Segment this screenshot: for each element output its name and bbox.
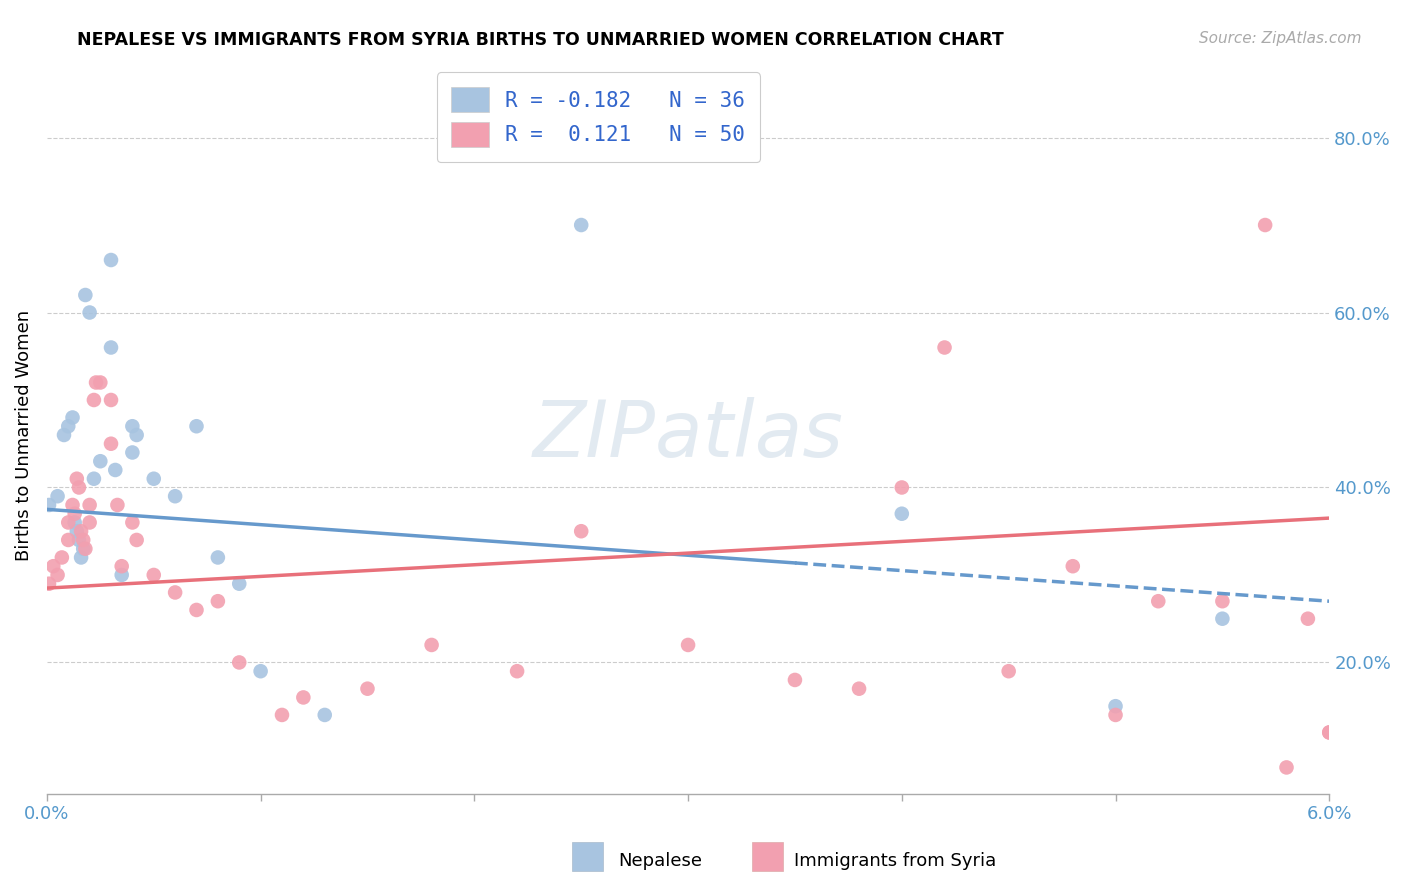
Point (142, 568, 165, 582)
Point (79, 305, 101, 319)
FancyBboxPatch shape (752, 842, 783, 871)
Point (207, 594, 229, 608)
Point (111, 559, 134, 574)
Point (569, 524, 592, 539)
Point (1211, 594, 1233, 608)
Text: Source: ZipAtlas.com: Source: ZipAtlas.com (1198, 31, 1361, 46)
Point (62, 410, 84, 425)
Point (38, 576, 60, 591)
Point (125, 428, 148, 442)
Point (314, 708, 336, 723)
Point (848, 681, 870, 696)
Point (100, 392, 122, 407)
Point (38, 498, 60, 512)
Point (890, 481, 912, 495)
Point (676, 638, 699, 652)
Point (934, 341, 956, 355)
Point (1275, 760, 1298, 774)
Point (890, 507, 912, 521)
Legend: R = -0.182   N = 36, R =  0.121   N = 50: R = -0.182 N = 36, R = 0.121 N = 50 (437, 72, 759, 161)
Point (292, 690, 315, 705)
Point (100, 436, 122, 450)
Point (83, 392, 105, 407)
Point (75, 541, 97, 556)
Point (111, 568, 134, 582)
Point (100, 341, 122, 355)
Point (271, 708, 294, 723)
Point (51, 550, 73, 565)
Point (1147, 594, 1170, 608)
Point (67, 481, 90, 495)
Text: Immigrants from Syria: Immigrants from Syria (794, 852, 997, 870)
Point (997, 664, 1019, 678)
Point (75, 288, 97, 302)
Point (1254, 218, 1277, 232)
Point (121, 516, 143, 530)
Point (79, 498, 101, 512)
Point (186, 603, 208, 617)
Point (1317, 725, 1340, 739)
Point (66, 524, 89, 539)
Point (63, 507, 86, 521)
Point (121, 445, 143, 459)
Point (89, 454, 111, 468)
Point (100, 252, 122, 267)
Text: Nepalese: Nepalese (619, 852, 703, 870)
Point (62, 498, 84, 512)
Point (1062, 559, 1084, 574)
Point (58, 419, 80, 434)
Point (1211, 612, 1233, 626)
Point (83, 472, 105, 486)
Point (420, 638, 443, 652)
Point (249, 664, 271, 678)
Point (70, 550, 93, 565)
Point (228, 656, 250, 670)
Point (125, 533, 148, 547)
Point (121, 419, 143, 434)
Point (142, 472, 165, 486)
Point (104, 463, 127, 477)
Point (207, 550, 229, 565)
Text: NEPALESE VS IMMIGRANTS FROM SYRIA BIRTHS TO UNMARRIED WOMEN CORRELATION CHART: NEPALESE VS IMMIGRANTS FROM SYRIA BIRTHS… (77, 31, 1004, 49)
Point (63, 516, 86, 530)
Point (79, 516, 101, 530)
Point (46, 489, 69, 503)
Point (89, 376, 111, 390)
FancyBboxPatch shape (572, 842, 603, 871)
Point (569, 218, 592, 232)
Point (53, 428, 76, 442)
Point (783, 673, 806, 687)
Y-axis label: Births to Unmarried Women: Births to Unmarried Women (15, 310, 32, 560)
Point (70, 524, 93, 539)
Point (72, 533, 94, 547)
Point (1296, 612, 1319, 626)
Point (107, 498, 129, 512)
Point (1104, 699, 1126, 714)
Point (66, 472, 89, 486)
Point (1317, 725, 1340, 739)
Text: ZIPatlas: ZIPatlas (533, 397, 844, 473)
Point (72, 541, 94, 556)
Point (46, 568, 69, 582)
Point (356, 681, 378, 696)
Point (67, 533, 90, 547)
Point (186, 419, 208, 434)
Point (42, 559, 65, 574)
Point (506, 664, 529, 678)
Point (165, 585, 187, 599)
Point (58, 516, 80, 530)
Point (84, 376, 107, 390)
Point (58, 533, 80, 547)
Point (165, 489, 187, 503)
Point (228, 576, 250, 591)
Point (1104, 708, 1126, 723)
